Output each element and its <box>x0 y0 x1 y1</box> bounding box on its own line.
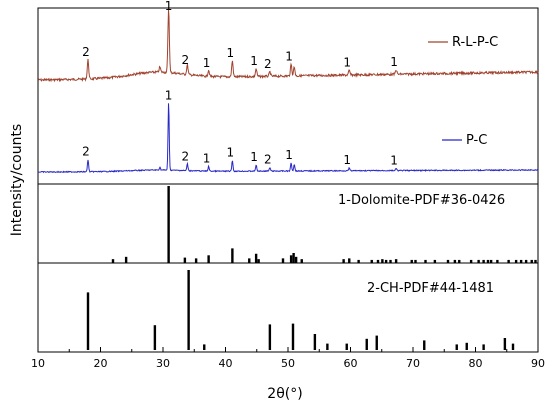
peak-label: 1 <box>203 152 211 166</box>
peak-label: 1 <box>165 88 173 102</box>
peak-label: 1 <box>250 54 258 68</box>
reference-patterns: 1-Dolomite-PDF#36-0426 2-CH-PDF#44-1481 <box>86 186 537 350</box>
peak-label: 1 <box>343 56 351 70</box>
reference-label: 1-Dolomite-PDF#36-0426 <box>338 193 505 208</box>
series-line-r-l-p-c <box>37 9 539 83</box>
legend-label: P-C <box>466 133 487 148</box>
reference-label: 2-CH-PDF#44-1481 <box>367 281 494 296</box>
legend-label: R-L-P-C <box>452 35 498 50</box>
x-tick-label: 70 <box>406 357 420 370</box>
peak-label: 1 <box>285 148 293 162</box>
peak-label: 1 <box>227 145 235 159</box>
peak-label: 2 <box>82 45 90 59</box>
series-legends: R-L-P-C P-C <box>428 35 498 148</box>
peak-label: 2 <box>82 145 90 159</box>
x-tick-label: 30 <box>156 357 170 370</box>
y-axis-title: Intensity/counts <box>9 124 25 236</box>
x-axis: 10 20 30 40 50 60 70 80 90 <box>31 347 545 370</box>
x-tick-label: 10 <box>31 357 45 370</box>
peak-label: 1 <box>390 55 398 69</box>
peak-label: 1 <box>250 150 258 164</box>
peak-label: 1 <box>343 153 351 167</box>
series-line-p-c <box>37 103 539 174</box>
peak-label: 1 <box>285 49 293 63</box>
xrd-pattern-lines <box>37 9 539 174</box>
peak-label: 2 <box>182 53 190 67</box>
x-tick-label: 90 <box>531 357 545 370</box>
peak-label: 2 <box>264 153 272 167</box>
x-tick-label: 60 <box>344 357 358 370</box>
x-tick-label: 20 <box>94 357 108 370</box>
x-tick-label: 80 <box>469 357 483 370</box>
x-tick-label: 40 <box>219 357 233 370</box>
peak-label: 1 <box>165 0 173 13</box>
peak-label: 2 <box>182 150 190 164</box>
x-axis-title: 2θ(°) <box>267 386 302 402</box>
peak-label: 1 <box>390 154 398 168</box>
peak-label: 2 <box>264 57 272 71</box>
peak-label: 1 <box>203 56 211 70</box>
x-tick-label: 50 <box>281 357 295 370</box>
peak-label: 1 <box>227 46 235 60</box>
